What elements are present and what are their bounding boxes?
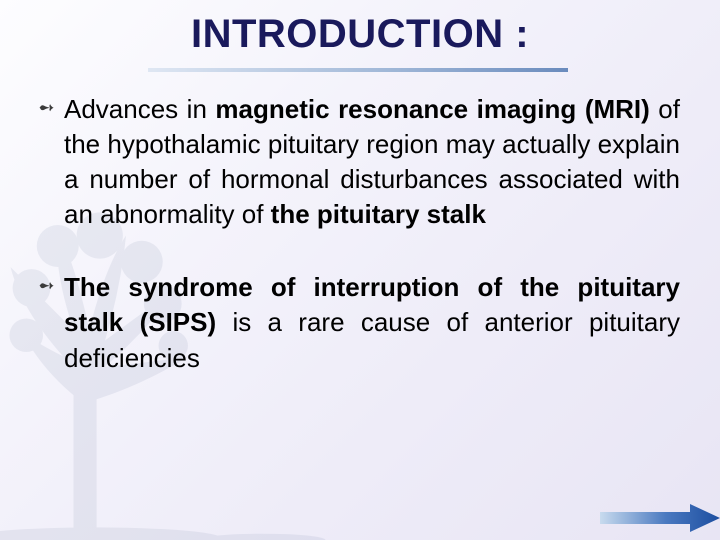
slide-title: INTRODUCTION : bbox=[0, 12, 720, 57]
bullet-glyph-icon: ➻ bbox=[38, 92, 64, 124]
bullet-glyph-icon: ➻ bbox=[38, 270, 64, 302]
corner-arrow-accent-icon bbox=[600, 504, 720, 532]
slide: INTRODUCTION : ➻ Advances in magnetic re… bbox=[0, 0, 720, 540]
bullet-item: ➻ The syndrome of interruption of the pi… bbox=[38, 270, 680, 375]
bullet-text: The syndrome of interruption of the pitu… bbox=[64, 270, 680, 375]
title-underline bbox=[148, 68, 568, 72]
body-area: ➻ Advances in magnetic resonance imaging… bbox=[38, 92, 680, 414]
bullet-text: Advances in magnetic resonance imaging (… bbox=[64, 92, 680, 232]
bullet-item: ➻ Advances in magnetic resonance imaging… bbox=[38, 92, 680, 232]
